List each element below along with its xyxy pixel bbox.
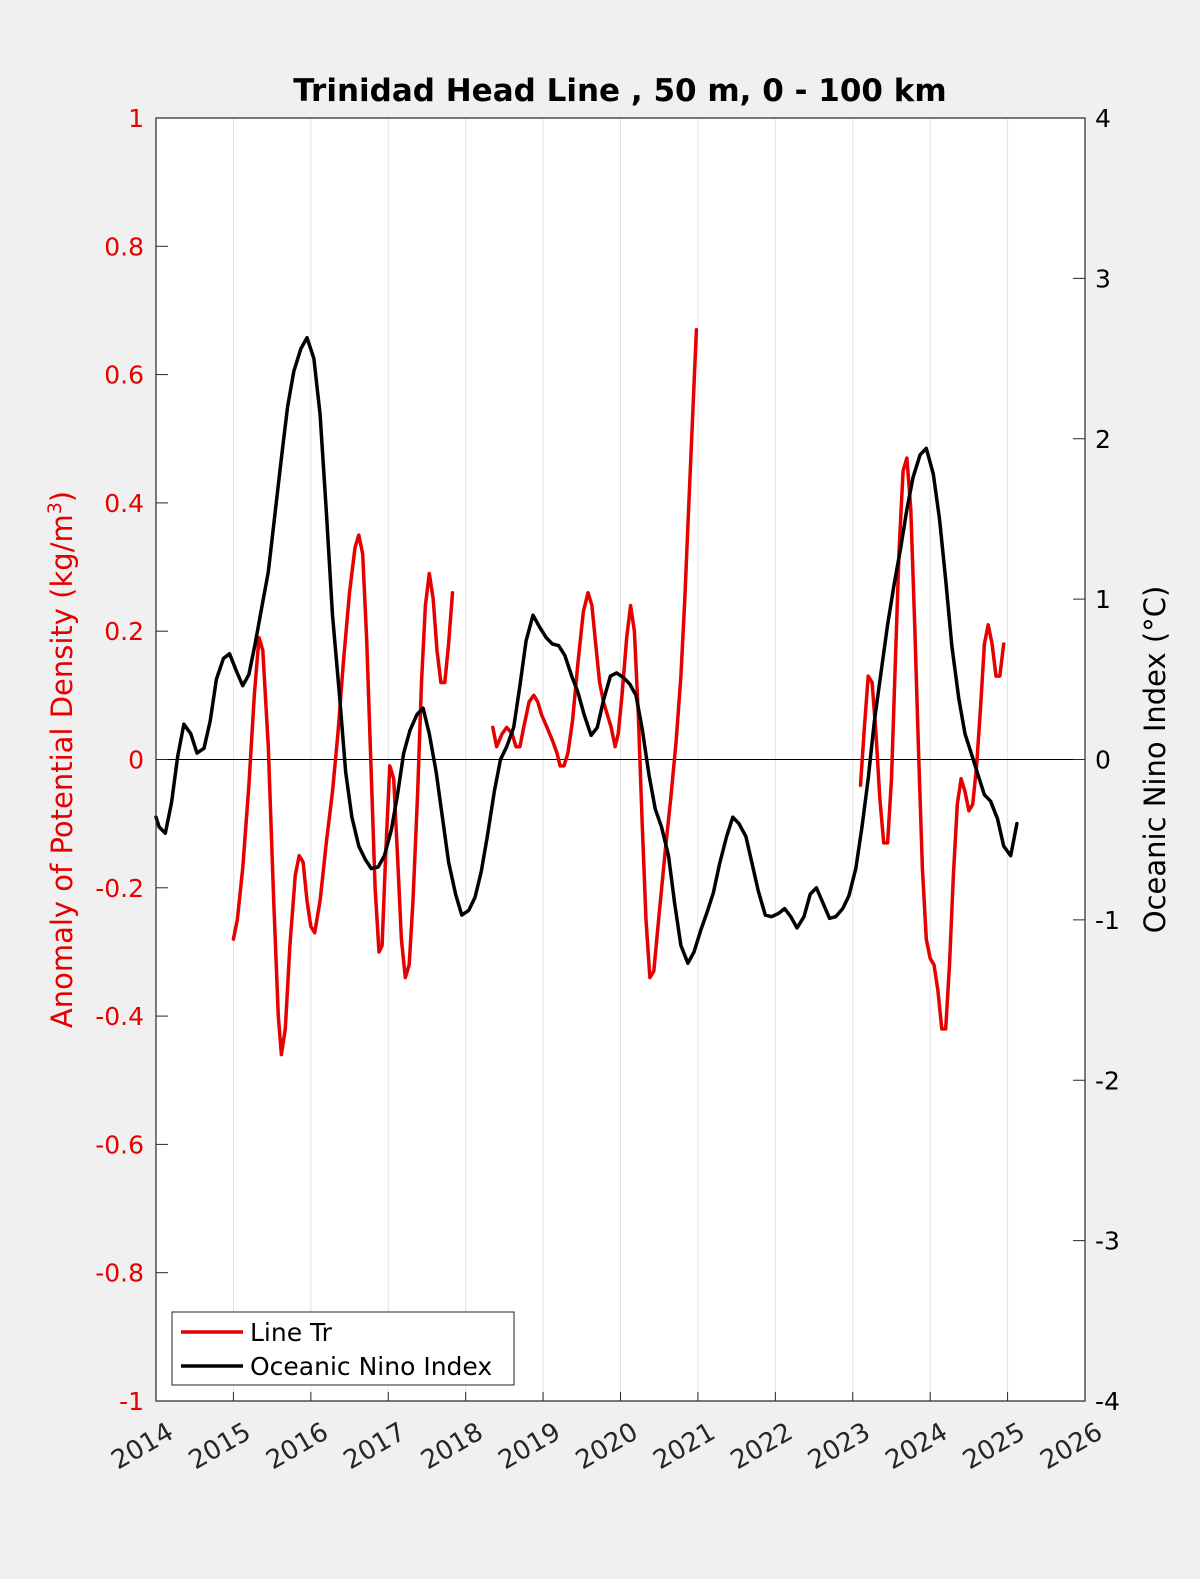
legend-box	[171, 1311, 515, 1386]
y-axis-right: -4 -3 -2 -1 0 1 2 3 4	[1073, 104, 1120, 1416]
x-axis: 2014 2015 2016 2017 2018 2019 2020 2021 2022 2023…	[106, 1392, 1108, 1476]
y-right-tick-label: -3	[1095, 1227, 1120, 1256]
y-left-tick-label: 1	[128, 104, 144, 133]
x-tick-label: 2020	[571, 1417, 643, 1476]
y-right-tick-label: 4	[1095, 104, 1111, 133]
y-left-tick-label: 0.2	[104, 617, 144, 646]
y-right-tick-label: -1	[1095, 906, 1120, 935]
x-tick-label: 2022	[726, 1417, 798, 1476]
series-line-line-tr	[858, 456, 1006, 1031]
y-axis-left-label-main: Anomaly of Potential Density (kg/m	[45, 514, 79, 1028]
series-layer	[154, 327, 1019, 1057]
series-line-line-tr	[491, 327, 699, 980]
y-left-tick-label: -0.6	[95, 1130, 144, 1159]
x-tick-label: 2014	[106, 1417, 178, 1476]
series-line-oceanic-nino-index	[154, 335, 1019, 965]
y-axis-right-label: Oceanic Nino Index (°C)	[1138, 586, 1172, 934]
y-left-tick-label: -0.4	[95, 1002, 144, 1031]
y-right-tick-label: 3	[1095, 264, 1111, 293]
y-left-tick-label: 0.6	[104, 361, 144, 390]
y-axis-left: -1 -0.8 -0.6 -0.4 -0.2 0 0.2 0.4 0.6 0.8 1	[95, 104, 168, 1416]
x-tick-label: 2024	[881, 1417, 953, 1476]
x-tick-label: 2026	[1035, 1417, 1107, 1476]
x-tick-label: 2018	[416, 1417, 488, 1476]
y-right-tick-label: 2	[1095, 425, 1111, 454]
x-tick-label: 2023	[803, 1417, 875, 1476]
legend: Line Tr Oceanic Nino Index	[171, 1311, 515, 1386]
x-tick-label: 2025	[958, 1417, 1030, 1476]
x-tick-label: 2015	[184, 1417, 256, 1476]
y-left-tick-label: 0.4	[104, 489, 144, 518]
y-axis-left-label: Anomaly of Potential Density (kg/m3)	[44, 491, 79, 1028]
legend-label-line-tr: Line Tr	[250, 1318, 333, 1347]
y-left-tick-label: -0.8	[95, 1259, 144, 1288]
y-left-tick-label: -1	[119, 1387, 144, 1416]
series-line-line-tr	[231, 533, 455, 1057]
y-right-tick-label: 0	[1095, 746, 1111, 775]
y-left-tick-label: 0.8	[104, 232, 144, 261]
y-axis-left-label-close: )	[45, 491, 79, 502]
x-tick-label: 2019	[493, 1417, 565, 1476]
y-left-tick-label: 0	[128, 746, 144, 775]
y-axis-left-label-sup: 3	[44, 502, 66, 514]
y-right-tick-label: 1	[1095, 585, 1111, 614]
y-right-tick-label: -4	[1095, 1387, 1120, 1416]
x-tick-label: 2016	[261, 1417, 333, 1476]
y-left-tick-label: -0.2	[95, 874, 144, 903]
y-right-tick-label: -2	[1095, 1066, 1120, 1095]
legend-label-oni: Oceanic Nino Index	[250, 1352, 492, 1381]
x-tick-label: 2017	[339, 1417, 411, 1476]
chart-title: Trinidad Head Line , 50 m, 0 - 100 km	[293, 73, 946, 109]
x-tick-label: 2021	[648, 1417, 720, 1476]
